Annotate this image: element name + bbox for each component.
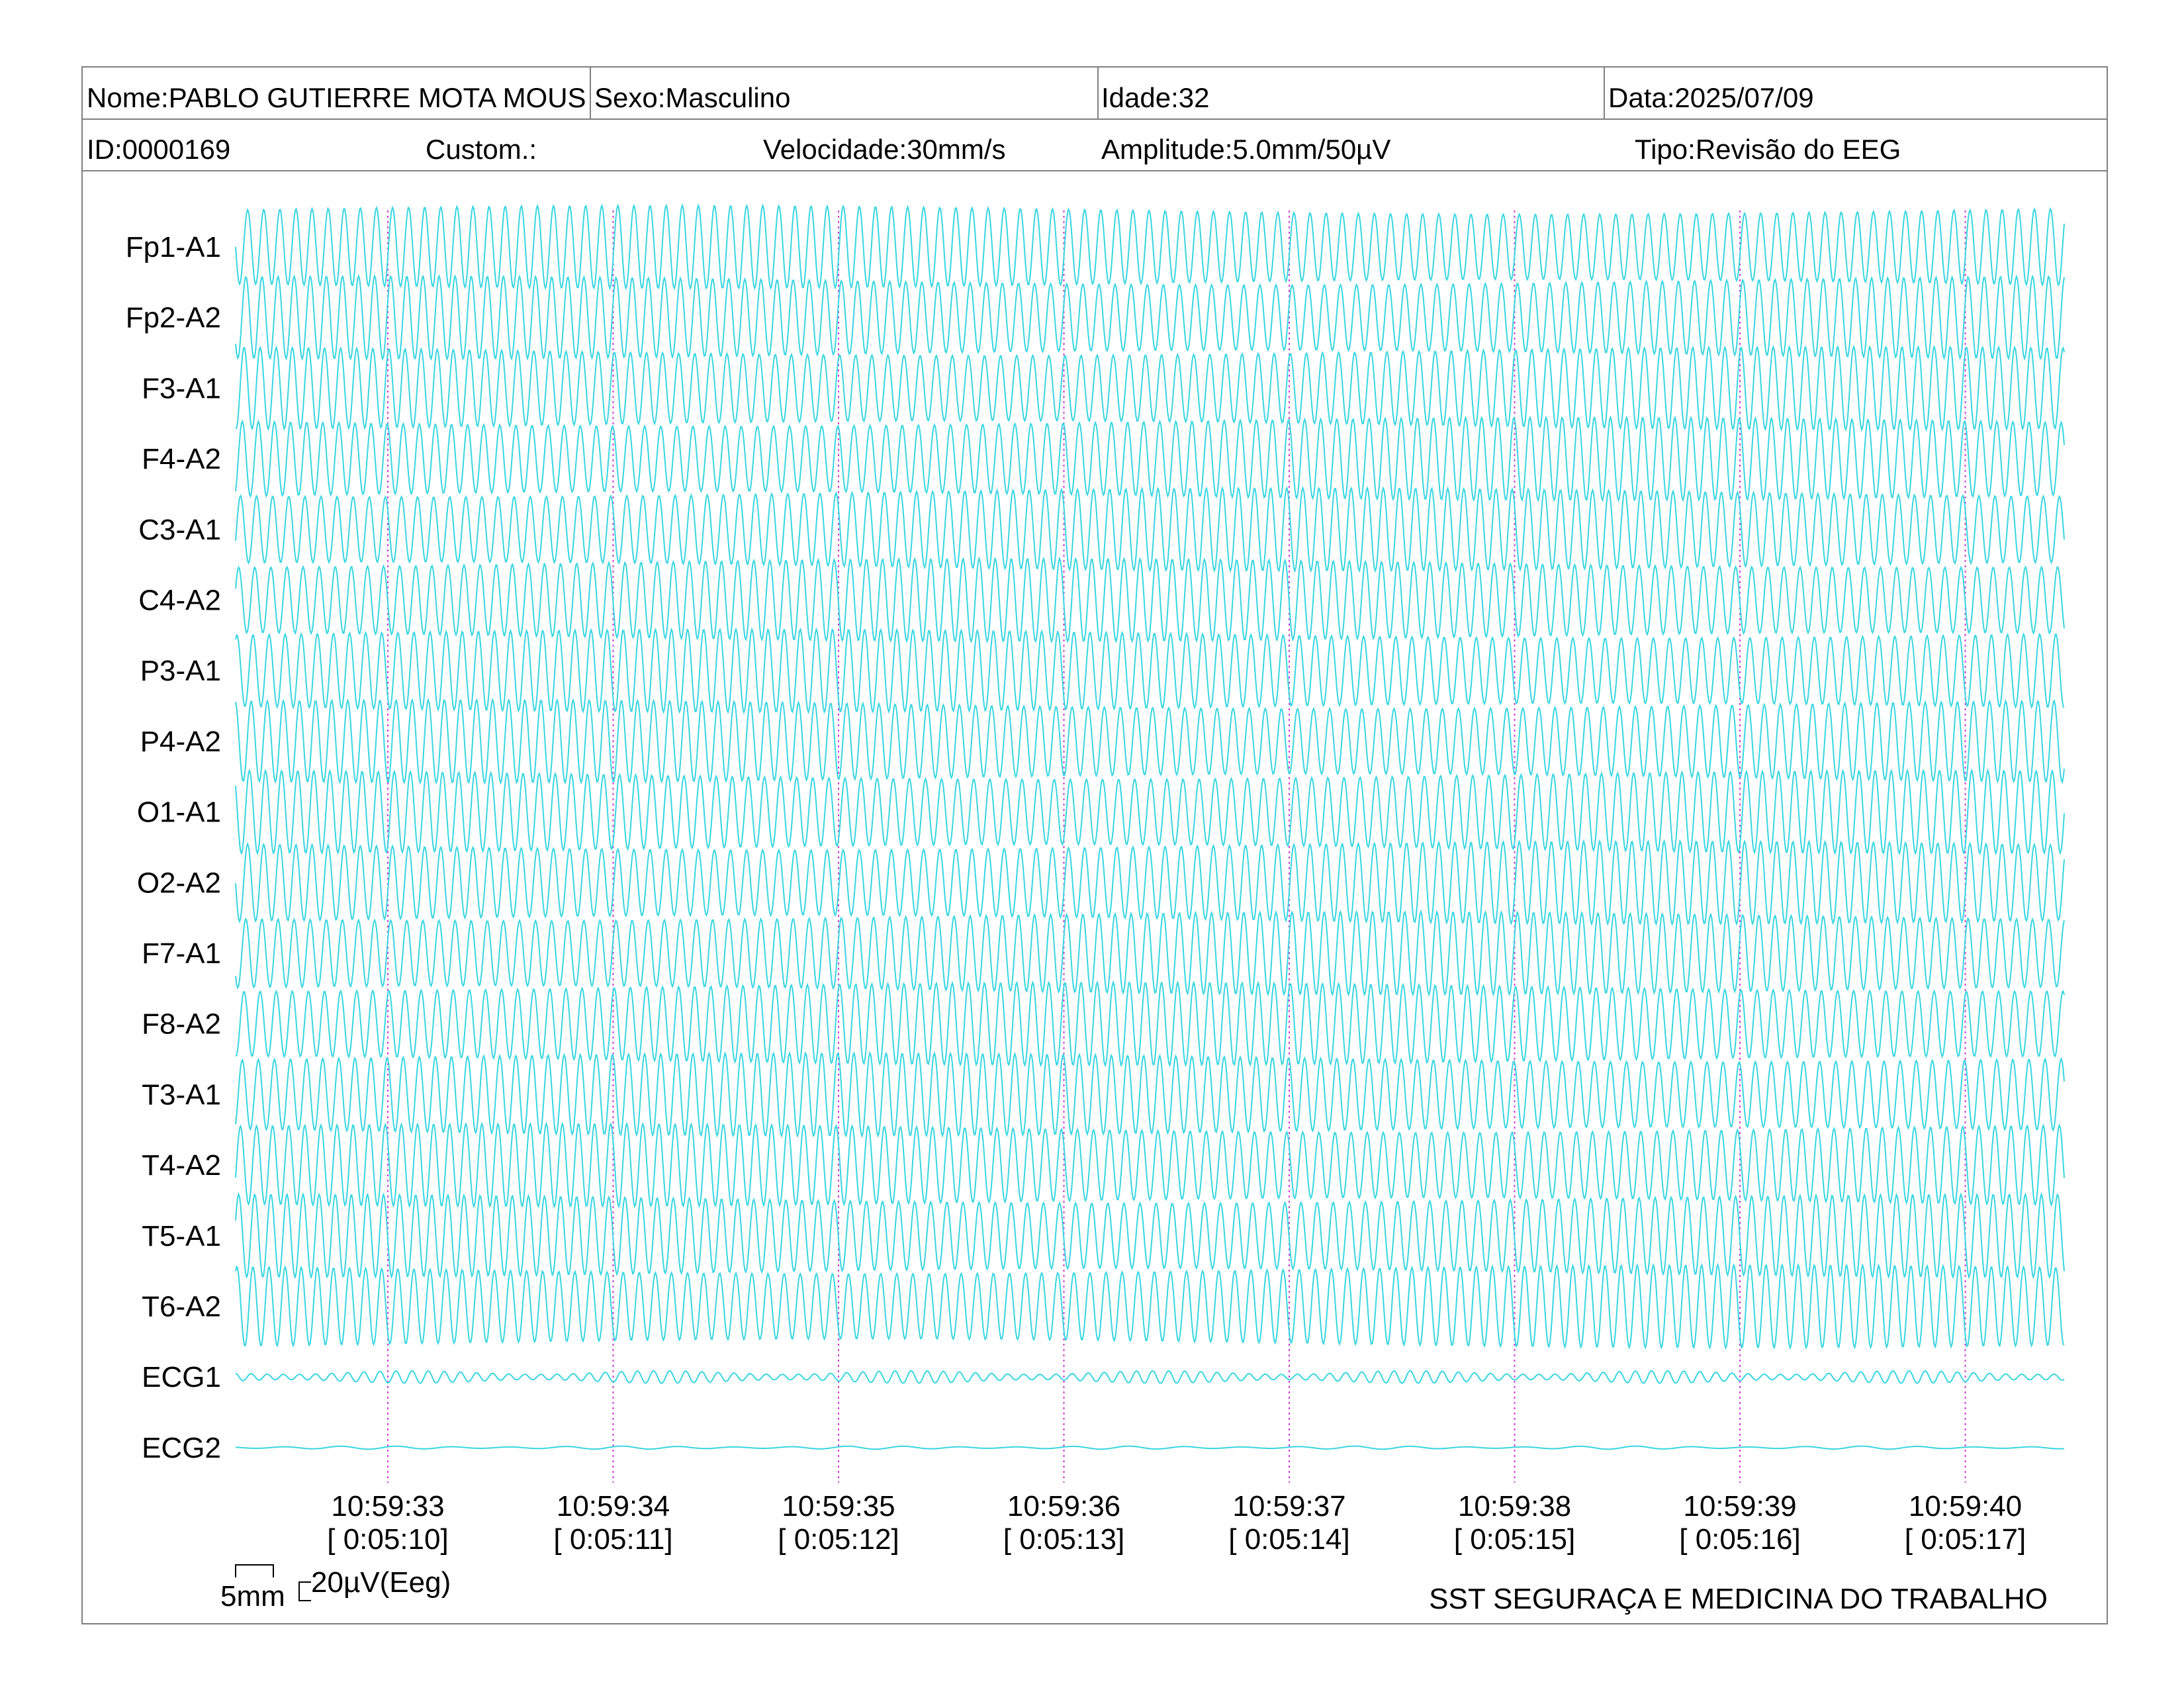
exam-type: Tipo:Revisão do EEG bbox=[1635, 134, 1901, 165]
lead-label: Fp1-A1 bbox=[126, 231, 221, 263]
calibration-time-bracket bbox=[235, 1564, 274, 1577]
calibration-time-label: 5mm bbox=[220, 1580, 285, 1613]
exam-date: Data:2025/07/09 bbox=[1608, 82, 1814, 113]
time-clock-label: 10:59:36 bbox=[1007, 1490, 1120, 1523]
trace-t4-a2 bbox=[235, 1121, 2065, 1209]
lead-label: ECG2 bbox=[142, 1432, 221, 1464]
speed-setting: Velocidade:30mm/s bbox=[763, 134, 1006, 165]
time-clock-label: 10:59:34 bbox=[557, 1490, 670, 1523]
time-elapsed-label: [ 0:05:10] bbox=[327, 1523, 448, 1556]
trace-fp2-a2 bbox=[235, 273, 2065, 361]
lead-label: T6-A2 bbox=[142, 1291, 221, 1323]
amplitude-setting: Amplitude:5.0mm/50µV bbox=[1101, 134, 1390, 165]
patient-id: ID:0000169 bbox=[87, 134, 230, 165]
lead-labels: Fp1-A1 Fp2-A2 F3-A1 F4-A2 C3-A1 C4-A2 P3-A1 P4-… bbox=[126, 231, 221, 1464]
time-elapsed-label: [ 0:05:12] bbox=[778, 1523, 899, 1556]
page-border bbox=[81, 66, 2108, 1624]
time-clock-label: 10:59:37 bbox=[1232, 1490, 1345, 1523]
lead-label: ECG1 bbox=[142, 1361, 221, 1393]
trace-p4-a2 bbox=[235, 697, 2065, 785]
time-elapsed-label: [ 0:05:11] bbox=[553, 1523, 672, 1556]
time-clock-label: 10:59:39 bbox=[1683, 1490, 1796, 1523]
trace-fp1-a1 bbox=[235, 203, 2065, 291]
trace-t6-a2 bbox=[235, 1262, 2065, 1350]
lead-label: F4-A2 bbox=[142, 443, 221, 475]
lead-label: T5-A1 bbox=[142, 1220, 221, 1252]
time-clock-label: 10:59:33 bbox=[331, 1490, 444, 1523]
lead-label: T4-A2 bbox=[142, 1149, 221, 1182]
time-elapsed-label: [ 0:05:13] bbox=[1003, 1523, 1124, 1556]
lead-label: O1-A1 bbox=[137, 796, 221, 829]
time-elapsed-label: [ 0:05:15] bbox=[1454, 1523, 1575, 1556]
time-clock-label: 10:59:40 bbox=[1909, 1490, 2022, 1523]
trace-p3-a1 bbox=[235, 627, 2065, 715]
calibration-amp-label: 20µV(Eeg) bbox=[311, 1566, 451, 1599]
lead-label: P4-A2 bbox=[140, 726, 221, 758]
lead-label: F7-A1 bbox=[142, 937, 221, 970]
trace-f4-a2 bbox=[235, 415, 2065, 503]
trace-f7-a1 bbox=[235, 910, 2065, 997]
eeg-traces bbox=[235, 203, 2065, 1450]
trace-c3-a1 bbox=[235, 485, 2065, 573]
time-labels: 10:59:33[ 0:05:10] 10:59:34[ 0:05:11] 10:5… bbox=[327, 1490, 2026, 1556]
trace-o1-a1 bbox=[235, 768, 2065, 856]
calibration-amp-bracket bbox=[298, 1581, 311, 1601]
custom-field: Custom.: bbox=[426, 134, 537, 165]
lead-label: T3-A1 bbox=[142, 1078, 221, 1111]
patient-age: Idade:32 bbox=[1101, 82, 1210, 113]
time-marker-lines bbox=[387, 211, 1966, 1483]
trace-ecg2 bbox=[235, 1445, 2065, 1450]
patient-name: Nome:PABLO GUTIERRE MOTA MOUS bbox=[87, 82, 586, 113]
lead-label: F3-A1 bbox=[142, 372, 221, 404]
lead-label: P3-A1 bbox=[140, 655, 221, 687]
patient-sex: Sexo:Masculino bbox=[594, 82, 790, 113]
lead-label: C3-A1 bbox=[138, 514, 221, 546]
lead-label: Fp2-A2 bbox=[126, 302, 221, 334]
time-elapsed-label: [ 0:05:14] bbox=[1228, 1523, 1349, 1556]
trace-t3-a1 bbox=[235, 1051, 2065, 1139]
calibration-mark: 5mm 20µV(Eeg) bbox=[220, 1564, 451, 1613]
trace-o2-a2 bbox=[235, 839, 2065, 927]
institution-name: SST SEGURAÇA E MEDICINA DO TRABALHO bbox=[1429, 1583, 2048, 1615]
time-elapsed-label: [ 0:05:16] bbox=[1679, 1523, 1800, 1556]
trace-c4-a2 bbox=[235, 556, 2065, 644]
trace-t5-a1 bbox=[235, 1192, 2065, 1280]
time-elapsed-label: [ 0:05:17] bbox=[1905, 1523, 2026, 1556]
trace-ecg1 bbox=[235, 1370, 2065, 1384]
lead-label: O2-A2 bbox=[137, 867, 221, 899]
trace-f8-a2 bbox=[235, 980, 2065, 1068]
trace-f3-a1 bbox=[235, 344, 2065, 432]
time-clock-label: 10:59:35 bbox=[782, 1490, 895, 1523]
time-clock-label: 10:59:38 bbox=[1458, 1490, 1571, 1523]
lead-label: C4-A2 bbox=[138, 585, 221, 617]
lead-label: F8-A2 bbox=[142, 1008, 221, 1041]
